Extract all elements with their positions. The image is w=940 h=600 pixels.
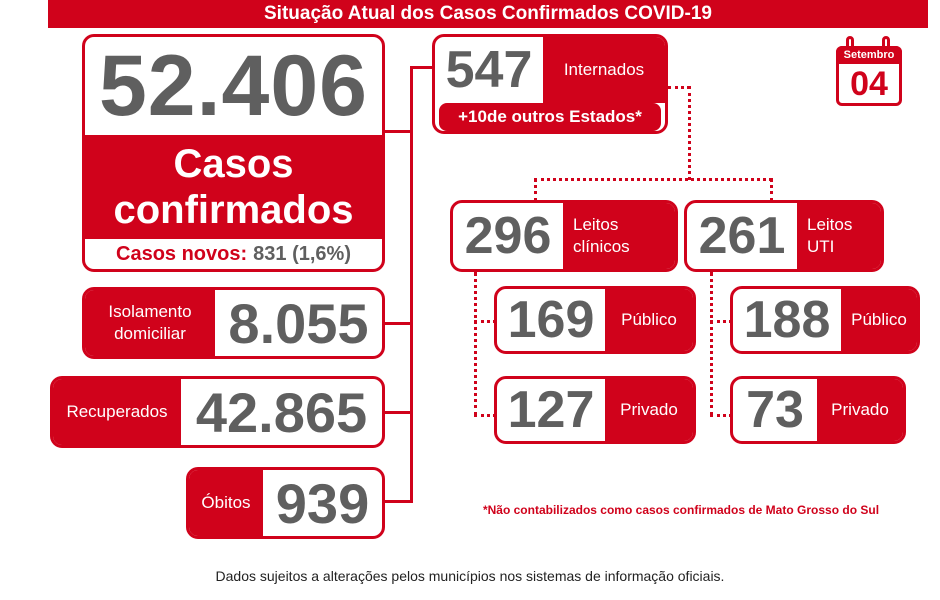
isolation-label-line1: Isolamento xyxy=(108,302,192,321)
other-states-suffix: de outros Estados* xyxy=(486,107,642,126)
icu-beds-card: 261 Leitos UTI xyxy=(684,200,884,272)
page-title-banner: Situação Atual dos Casos Confirmados COV… xyxy=(48,0,928,28)
confirmed-label-line1: Casos xyxy=(173,142,294,186)
icu-label-line1: Leitos xyxy=(807,215,853,234)
clinical-beds-card: 296 Leitos clínicos xyxy=(450,200,678,272)
connector-line xyxy=(410,66,413,503)
dotted-connector xyxy=(668,86,690,89)
icu-public-card: 188 Público xyxy=(730,286,920,354)
clinical-private-card: 127 Privado xyxy=(494,376,696,444)
recovered-value: 42.865 xyxy=(195,380,368,444)
hospitalized-value: 547 xyxy=(445,41,533,99)
dotted-connector xyxy=(534,178,537,202)
hospitalized-card: 547 Internados +10 de outros Estados* xyxy=(432,34,668,134)
calendar-month: Setembro xyxy=(836,46,902,64)
dotted-connector xyxy=(688,86,691,180)
icu-public-label: Público xyxy=(841,289,917,351)
confirmed-cases-value: 52.406 xyxy=(98,37,369,134)
clinical-public-label: Público xyxy=(605,289,693,351)
deaths-card: Óbitos 939 xyxy=(186,467,385,539)
icu-beds-value: 261 xyxy=(698,207,786,265)
dotted-connector xyxy=(474,414,496,417)
clinical-label-line2: clínicos xyxy=(573,237,630,256)
icu-private-label: Privado xyxy=(817,379,903,441)
connector-line xyxy=(385,500,413,503)
dotted-connector xyxy=(710,320,732,323)
isolation-card: Isolamento domiciliar 8.055 xyxy=(82,287,385,359)
clinical-public-card: 169 Público xyxy=(494,286,696,354)
footnote: *Não contabilizados como casos confirmad… xyxy=(482,503,880,517)
dotted-connector xyxy=(474,272,477,416)
isolation-label-line2: domiciliar xyxy=(114,324,186,343)
clinical-public-value: 169 xyxy=(507,291,595,349)
icu-label-line2: UTI xyxy=(807,237,835,256)
connector-line xyxy=(385,322,413,325)
dotted-connector xyxy=(474,320,496,323)
connector-line xyxy=(410,66,434,69)
confirmed-label-line2: confirmados xyxy=(113,188,354,232)
clinical-private-label: Privado xyxy=(605,379,693,441)
calendar-day: 04 xyxy=(850,64,888,103)
icu-private-card: 73 Privado xyxy=(730,376,906,444)
new-cases-label: Casos novos: xyxy=(116,242,248,265)
new-cases-value: 831 (1,6%) xyxy=(253,242,351,265)
clinical-label-line1: Leitos xyxy=(573,215,619,234)
isolation-value: 8.055 xyxy=(228,291,369,355)
connector-line xyxy=(385,130,413,133)
confirmed-cases-card: 52.406 Casos confirmados Casos novos: 83… xyxy=(82,34,385,272)
dotted-connector xyxy=(710,414,732,417)
connector-line xyxy=(385,411,413,414)
clinical-private-value: 127 xyxy=(507,381,595,439)
icu-private-value: 73 xyxy=(746,381,804,439)
recovered-label: Recuperados xyxy=(53,379,181,445)
dotted-connector xyxy=(710,272,713,416)
dotted-connector xyxy=(534,178,772,181)
deaths-label: Óbitos xyxy=(189,470,263,536)
clinical-beds-value: 296 xyxy=(464,207,552,265)
deaths-value: 939 xyxy=(275,471,370,535)
other-states-prefix: +10 xyxy=(458,107,487,126)
hospitalized-label: Internados xyxy=(543,37,665,103)
page-title: Situação Atual dos Casos Confirmados COV… xyxy=(264,3,712,24)
disclaimer: Dados sujeitos a alterações pelos municí… xyxy=(215,568,725,584)
calendar-icon: Setembro 04 xyxy=(836,36,902,106)
dotted-connector xyxy=(770,178,773,202)
recovered-card: Recuperados 42.865 xyxy=(50,376,385,448)
icu-public-value: 188 xyxy=(743,291,831,349)
